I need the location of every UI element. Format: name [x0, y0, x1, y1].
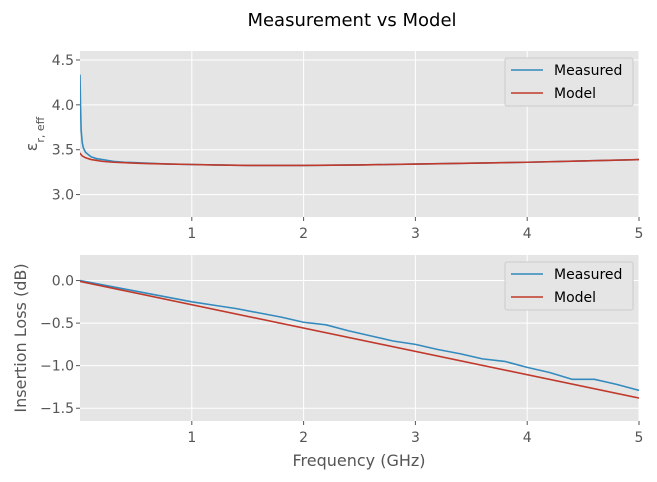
figure-title: Measurement vs Model: [247, 10, 456, 31]
bottom-y-tick-label: −0.5: [40, 316, 74, 332]
top-x-tick-label: 2: [299, 226, 308, 242]
bottom-x-ticks: 1 2 3 4 5: [187, 421, 643, 446]
bottom-series-measured-line: [80, 279, 639, 392]
top-y-axis-label: εr, eff: [22, 116, 47, 151]
bottom-y-tick-label: −1.0: [40, 359, 74, 375]
top-y-tick-label: 4.5: [52, 53, 74, 69]
top-legend-measured-label: Measured: [554, 63, 622, 79]
top-legend-model-label: Model: [554, 86, 596, 102]
top-x-tick-label: 3: [411, 226, 420, 242]
top-x-tick-label: 1: [187, 226, 196, 242]
top-panel: 1 2 3 4 5 3.0 3.5 4.0 4.5 εr, eff Measured Mode…: [22, 51, 643, 242]
top-y-tick-label: 3.0: [52, 188, 74, 204]
bottom-y-ticks: 0.0 −0.5 −1.0 −1.5: [40, 274, 80, 417]
top-x-tick-label: 4: [523, 226, 532, 242]
bottom-x-tick-label: 1: [187, 430, 196, 446]
bottom-y-tick-label: 0.0: [52, 274, 74, 290]
top-y-tick-label: 4.0: [52, 98, 74, 114]
top-series-model-line: [80, 152, 639, 167]
top-x-tick-label: 5: [635, 226, 644, 242]
top-x-ticks: 1 2 3 4 5: [187, 217, 643, 242]
top-y-tick-label: 3.5: [52, 143, 74, 159]
bottom-x-tick-label: 4: [523, 430, 532, 446]
bottom-panel: 1 2 3 4 5 0.0 −0.5 −1.0 −1.5 Insertion Loss (dB…: [11, 255, 643, 470]
bottom-series: [80, 279, 639, 399]
bottom-legend: Measured Model: [504, 261, 634, 311]
bottom-x-tick-label: 5: [635, 430, 644, 446]
top-legend: Measured Model: [504, 57, 634, 107]
bottom-x-tick-label: 2: [299, 430, 308, 446]
top-series: [80, 74, 639, 167]
bottom-legend-model-label: Model: [554, 290, 596, 306]
bottom-y-tick-label: −1.5: [40, 401, 74, 417]
bottom-legend-measured-label: Measured: [554, 267, 622, 283]
top-y-ticks: 3.0 3.5 4.0 4.5: [52, 53, 80, 204]
bottom-series-model-line: [80, 280, 639, 399]
bottom-x-axis-label: Frequency (GHz): [292, 451, 425, 470]
bottom-y-axis-label: Insertion Loss (dB): [11, 263, 30, 412]
bottom-x-tick-label: 3: [411, 430, 420, 446]
